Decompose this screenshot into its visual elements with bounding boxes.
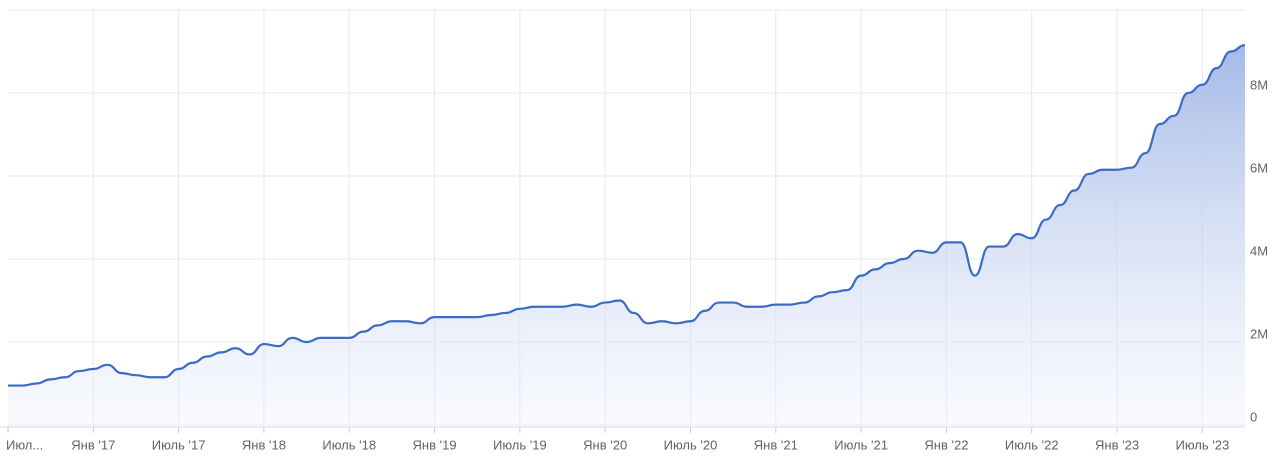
- x-tick-label: Янв '20: [583, 437, 627, 452]
- x-tick-label: Июль '17: [152, 437, 206, 452]
- y-tick-label: 2M: [1250, 326, 1268, 341]
- y-tick-label: 4M: [1250, 243, 1268, 258]
- x-tick-label: Янв '19: [413, 437, 457, 452]
- line: [8, 44, 1246, 387]
- y-tick-label: 6M: [1250, 160, 1268, 175]
- y-tick-label: 0: [1250, 409, 1257, 424]
- x-tick-label: Июль '22: [1005, 437, 1059, 452]
- x-tick-label: Июль '19: [493, 437, 547, 452]
- x-tick-label: Янв '18: [242, 437, 286, 452]
- x-tick-label: Июл...: [6, 437, 43, 452]
- x-tick-label: Янв '21: [754, 437, 798, 452]
- y-tick-label: 8M: [1250, 77, 1268, 92]
- x-tick-label: Июль '20: [664, 437, 718, 452]
- area-fill: [8, 45, 1245, 426]
- x-tick-label: Янв '17: [71, 437, 115, 452]
- x-tick-label: Янв '22: [924, 437, 968, 452]
- x-tick-label: Янв '23: [1095, 437, 1139, 452]
- x-tick-label: Июль '21: [834, 437, 888, 452]
- x-tick-label: Июль '18: [322, 437, 376, 452]
- x-tick-label: Июль '23: [1175, 437, 1229, 452]
